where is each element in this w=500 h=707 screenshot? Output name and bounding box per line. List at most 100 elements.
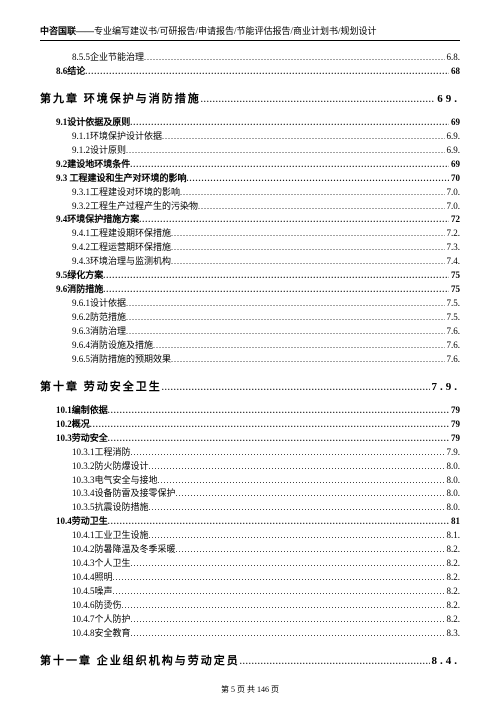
toc-entry-page: 7.4. <box>445 255 461 269</box>
toc-entry-page: 7.2. <box>445 227 461 241</box>
toc-leader-dots <box>130 117 449 129</box>
toc-section-group: 10.1编制依据7910.2概况7910.3劳动安全7910.3.1工程消防7.… <box>40 404 460 641</box>
toc-entry: 10.2概况79 <box>40 418 460 432</box>
toc-leader-dots <box>149 502 445 514</box>
toc-entry-label: 9.4.3环境治理与监测机构 <box>72 255 171 269</box>
toc-entry: 9.1设计依据及原则69 <box>40 116 460 130</box>
toc-entry-label: 9.1设计依据及原则 <box>56 116 130 130</box>
toc-entry-label: 9.1.2设计原则 <box>72 144 126 158</box>
toc-leader-dots <box>108 405 449 417</box>
toc-leader-dots <box>176 488 445 500</box>
toc-entry-label: 10.3.3电气安全与接地 <box>72 474 158 488</box>
footer-text: 第 5 页 共 146 页 <box>221 685 279 694</box>
toc-entry: 9.6消防措施 75 <box>40 283 460 297</box>
toc-leader-dots <box>126 145 444 157</box>
toc-leader-dots <box>171 242 444 254</box>
toc-leader-dots <box>162 382 430 394</box>
toc-entry-page: 70 <box>449 172 460 186</box>
toc-entry: 10.3.2防火防爆设计8.0. <box>40 460 460 474</box>
toc-leader-dots <box>187 173 449 185</box>
toc-entry-label: 10.4.2防暑降温及冬季采暖 <box>72 543 176 557</box>
toc-entry-label: 10.4.5噪声 <box>72 585 113 599</box>
toc-entry-label: 9.6消防措施 <box>56 283 103 297</box>
toc-leader-dots <box>162 131 444 143</box>
toc-entry: 10.3.5抗震设防措施 8.0. <box>40 501 460 515</box>
toc-entry-page: 8.1. <box>445 529 461 543</box>
toc-entry-page: 68 <box>449 65 460 79</box>
toc-leader-dots <box>131 614 445 626</box>
toc-entry: 10.4.7个人防护8.2. <box>40 613 460 627</box>
toc-entry: 8.5.5企业节能治理6.8. <box>40 51 460 65</box>
toc-leader-dots <box>240 656 430 668</box>
toc-section-group: 9.1设计依据及原则699.1.1环境保护设计依据6.9.9.1.2设计原则6.… <box>40 116 460 367</box>
toc-entry-label: 8.5.5企业节能治理 <box>72 51 144 65</box>
toc-entry: 9.6.1设计依据7.5. <box>40 297 460 311</box>
toc-leader-dots <box>149 461 445 473</box>
toc-leader-dots <box>149 530 445 542</box>
toc-entry: 10.4.8安全教育8.3. <box>40 627 460 641</box>
toc-entry-label: 9.4环境保护措施方案 <box>56 213 139 227</box>
toc-entry: 8.6结论 68 <box>40 65 460 79</box>
toc-entry-page: 8.2. <box>445 557 461 571</box>
toc-entry: 10.3.3电气安全与接地 8.0. <box>40 474 460 488</box>
toc-leader-dots <box>85 66 449 78</box>
toc-entry-page: 7.9. <box>445 446 461 460</box>
toc-leader-dots <box>198 201 444 213</box>
page-footer: 第 5 页 共 146 页 <box>0 684 500 695</box>
toc-entry-label: 9.2建设地环境条件 <box>56 158 130 172</box>
toc-entry-label: 10.4劳动卫生 <box>56 515 108 529</box>
toc-leader-dots <box>108 516 449 528</box>
toc-leader-dots <box>126 312 444 324</box>
toc-entry-page: 8.3. <box>445 627 461 641</box>
toc-leader-dots <box>90 419 449 431</box>
toc-entry-label: 9.3.2工程生产过程产生的污染物 <box>72 200 198 214</box>
toc-entry-label: 9.3 工程建设和生产对环境的影响 <box>56 172 187 186</box>
toc-entry-page: 7.6. <box>445 325 461 339</box>
toc-entry-label: 10.3.5抗震设防措施 <box>72 501 149 515</box>
toc-entry-page: 75 <box>449 269 460 283</box>
toc-entry: 10.4.2防暑降温及冬季采暖8.2. <box>40 543 460 557</box>
toc-entry-label: 9.6.2防范措施 <box>72 311 126 325</box>
toc-entry-label: 9.6.3消防治理 <box>72 325 126 339</box>
toc-entry: 9.4.3环境治理与监测机构 7.4. <box>40 255 460 269</box>
toc-entry: 10.3劳动安全79 <box>40 432 460 446</box>
toc-leader-dots <box>171 228 444 240</box>
toc-leader-dots <box>158 475 445 487</box>
toc-entry-page: 7.3. <box>445 241 461 255</box>
toc-entry-label: 9.1.1环境保护设计依据 <box>72 130 162 144</box>
toc-chapter-page: 8.4. <box>430 653 461 670</box>
toc-entry-label: 10.3.4设备防雷及接零保护 <box>72 487 176 501</box>
toc-entry-page: 72 <box>449 213 460 227</box>
toc-entry-label: 10.3劳动安全 <box>56 432 108 446</box>
toc-entry: 10.4.3个人卫生8.2. <box>40 557 460 571</box>
toc-entry-page: 79 <box>449 404 460 418</box>
toc-chapter-title: 第十章 劳动安全卫生 <box>40 379 162 396</box>
toc-leader-dots <box>171 256 444 268</box>
toc-leader-dots <box>113 586 445 598</box>
toc-leader-dots <box>126 326 444 338</box>
toc-entry: 10.3.1工程消防7.9. <box>40 446 460 460</box>
toc-entry-label: 9.6.5消防措施的预期效果 <box>72 353 171 367</box>
toc-leader-dots <box>126 298 444 310</box>
table-of-contents: 8.5.5企业节能治理6.8.8.6结论68第九章 环境保护与消防措施69.9.… <box>40 51 460 670</box>
toc-entry-page: 8.0. <box>445 501 461 515</box>
toc-entry: 9.3 工程建设和生产对环境的影响 70 <box>40 172 460 186</box>
toc-entry-page: 81 <box>449 515 460 529</box>
toc-entry-page: 8.0. <box>445 474 461 488</box>
toc-entry-label: 8.6结论 <box>56 65 85 79</box>
toc-entry-page: 7.0. <box>445 200 461 214</box>
toc-entry-page: 69 <box>449 158 460 172</box>
toc-entry-label: 9.4.1工程建设期环保措施 <box>72 227 171 241</box>
toc-entry-page: 8.2. <box>445 585 461 599</box>
toc-leader-dots <box>139 214 449 226</box>
toc-leader-dots <box>130 159 449 171</box>
toc-entry-page: 75 <box>449 283 460 297</box>
toc-entry: 9.6.3消防治理 7.6. <box>40 325 460 339</box>
page-header: 中咨国联——专业编写建议书/可研报告/申请报告/节能评估报告/商业计划书/规划设… <box>40 24 460 41</box>
toc-chapter-page: 69. <box>435 91 460 108</box>
toc-entry: 9.5绿化方案75 <box>40 269 460 283</box>
toc-entry-page: 7.6. <box>445 339 461 353</box>
toc-entry-page: 8.0. <box>445 460 461 474</box>
toc-entry: 10.3.4设备防雷及接零保护8.0. <box>40 487 460 501</box>
toc-leader-dots <box>122 600 445 612</box>
